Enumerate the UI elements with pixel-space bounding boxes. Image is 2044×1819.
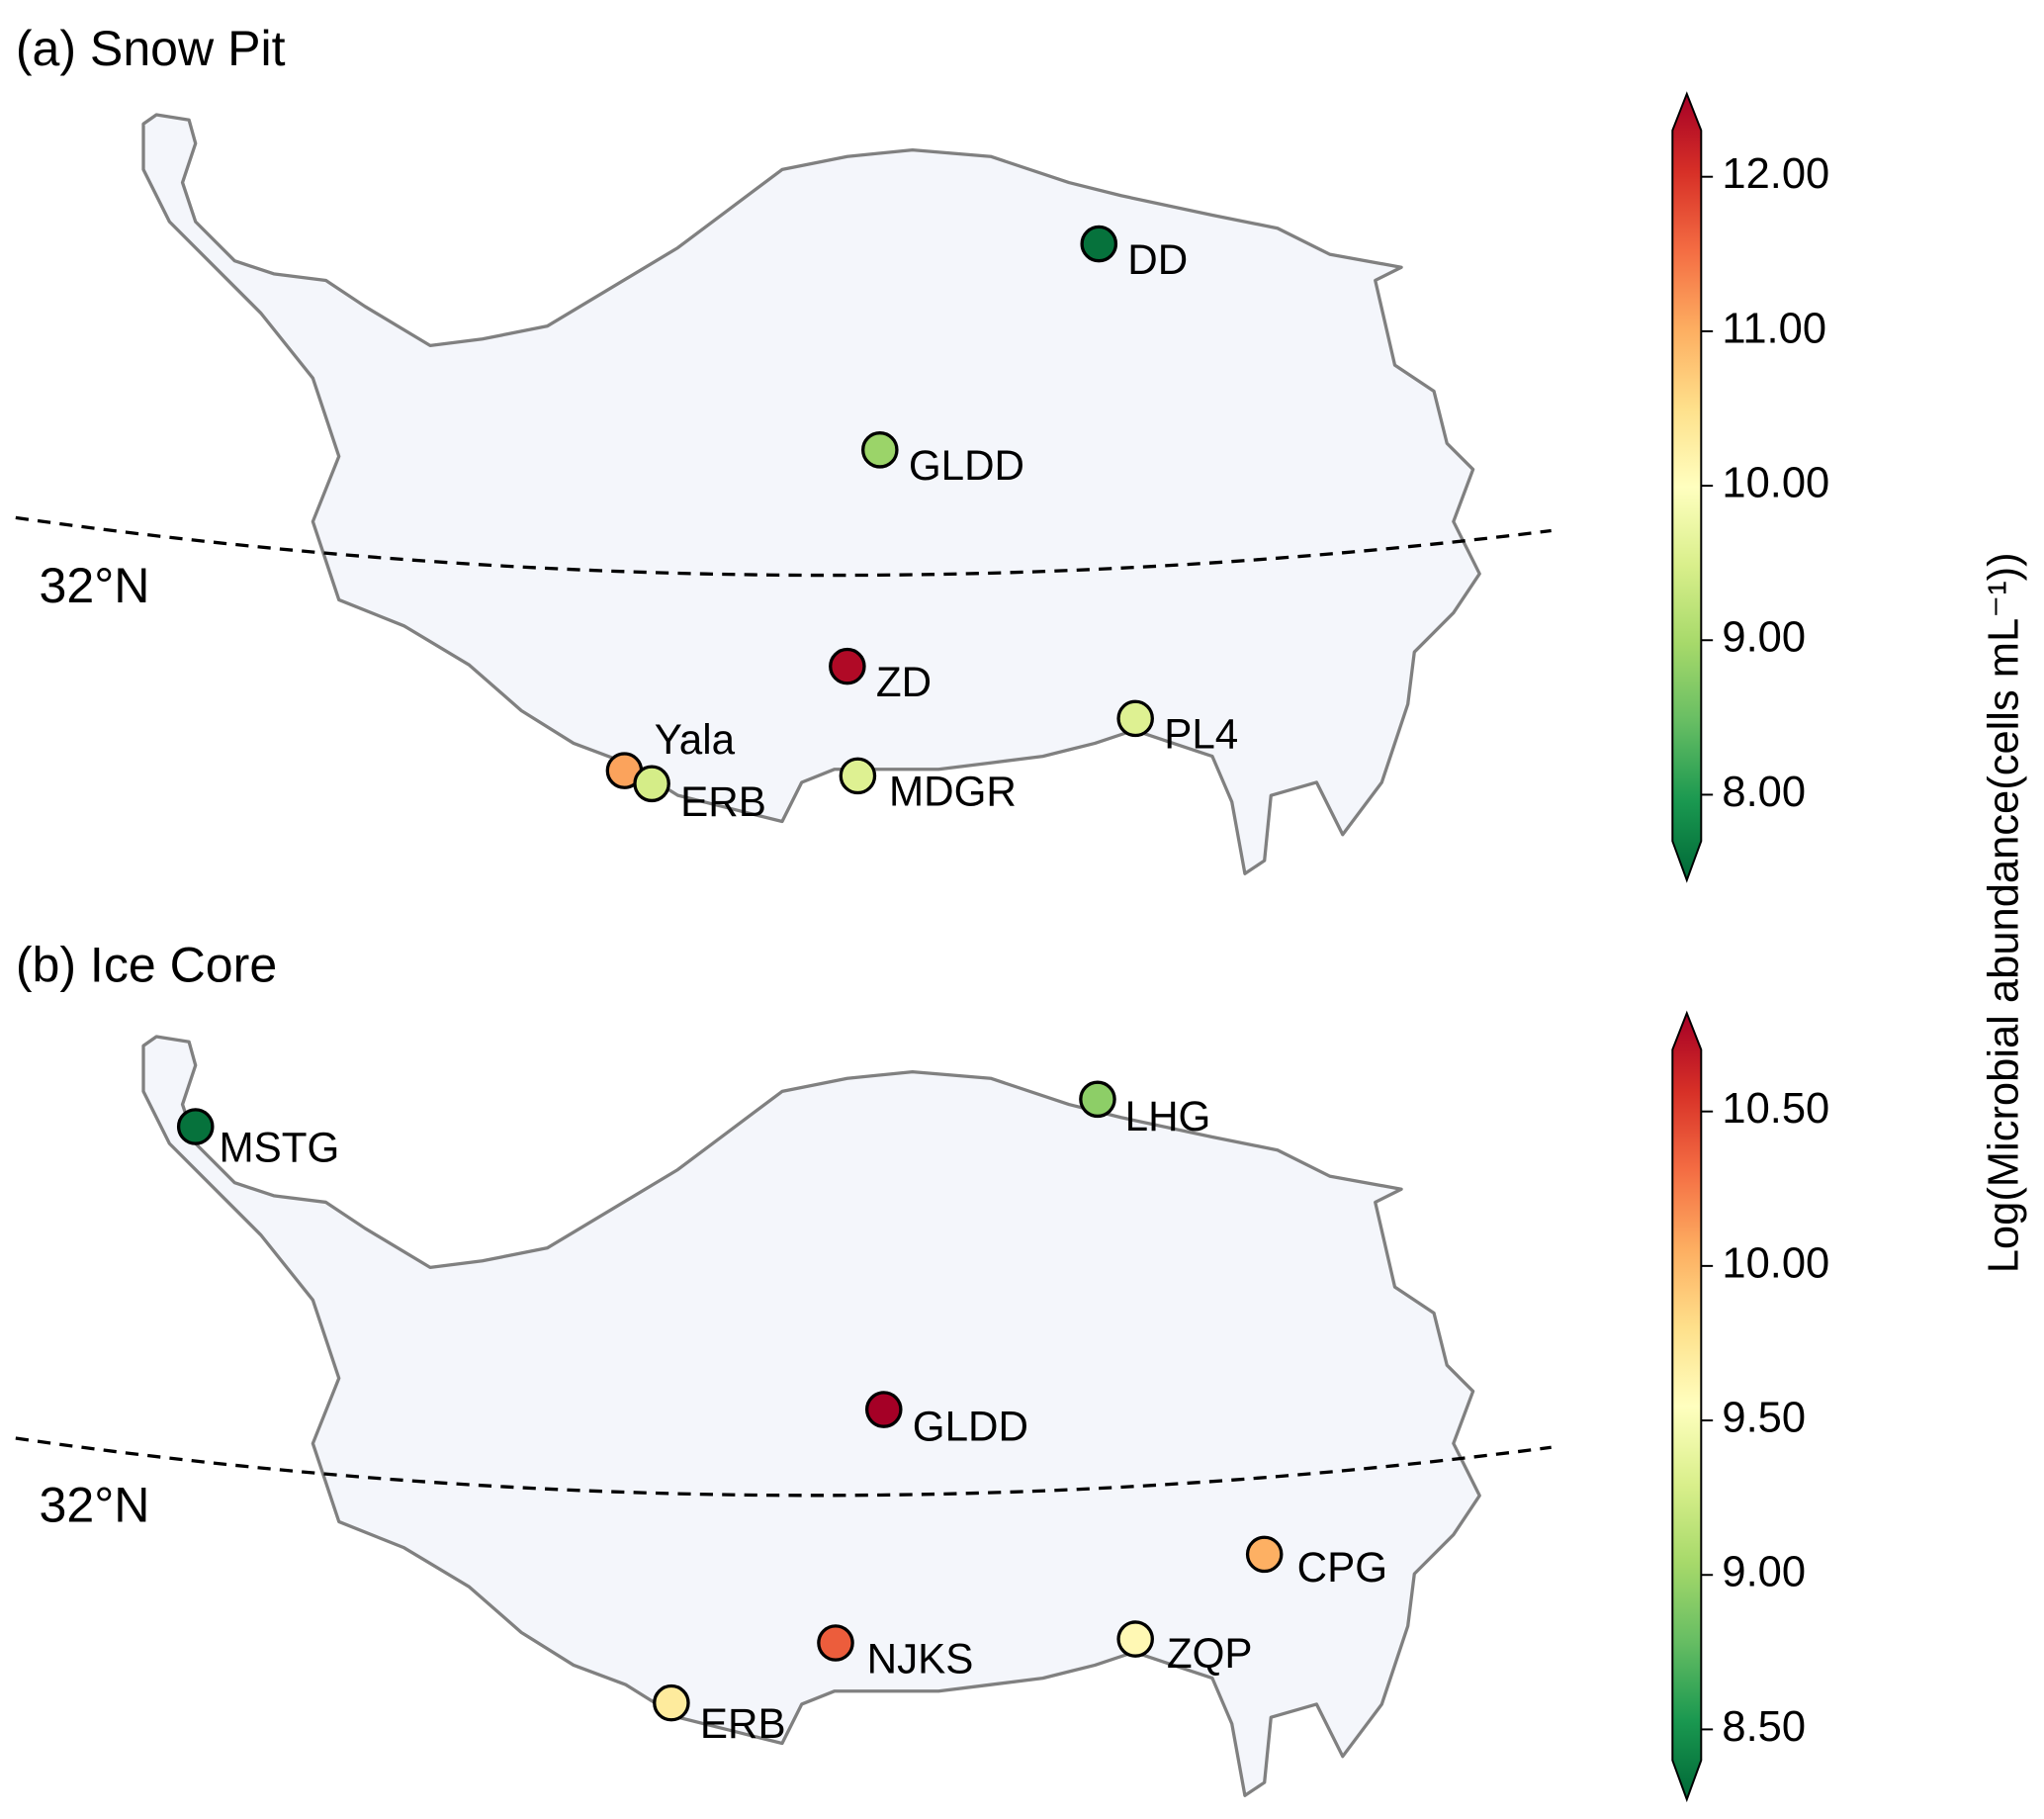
panel-title: (b) Ice Core <box>16 938 277 993</box>
colorbar-tick-label: 12.00 <box>1722 150 1829 198</box>
site-marker <box>1080 225 1118 263</box>
colorbar-tick-label: 11.00 <box>1722 305 1826 352</box>
colorbar-tick-label: 9.00 <box>1722 614 1806 662</box>
latitude-line <box>15 1436 1552 1498</box>
plateau-outline <box>141 113 1481 875</box>
colorbar-tick-label: 10.00 <box>1722 1239 1829 1287</box>
colorbar-tick-label: 8.00 <box>1722 769 1806 816</box>
site-label: DD <box>1127 236 1188 283</box>
site-label: ZD <box>876 659 932 705</box>
site-label: ERB <box>680 778 766 825</box>
site-marker <box>1116 699 1154 738</box>
site-marker <box>864 1391 903 1428</box>
latitude-line <box>15 515 1552 578</box>
colorbar-tick-label: 9.00 <box>1722 1549 1806 1596</box>
colorbar-label: Log(Microbial abundance(cells mL⁻¹)) <box>1981 552 2028 1273</box>
panel: (b) Ice Core 32°N 8.50 9.00 9.50 10.00 10.50 M… <box>15 938 1829 1803</box>
site-marker <box>653 1683 690 1722</box>
site-marker <box>1245 1535 1284 1574</box>
colorbar <box>1671 1010 1703 1803</box>
colorbar <box>1671 91 1703 883</box>
site-label: MDGR <box>889 769 1017 815</box>
latitude-label: 32°N <box>40 558 150 613</box>
plateau-outline <box>141 1035 1481 1797</box>
site-marker <box>817 1624 854 1662</box>
site-label: LHG <box>1125 1093 1211 1139</box>
site-marker <box>829 647 866 685</box>
colorbar-tick-label: 9.50 <box>1722 1395 1806 1442</box>
site-label: PL4 <box>1164 711 1238 758</box>
site-label: GLDD <box>909 442 1024 489</box>
site-label: Yala <box>655 716 736 763</box>
colorbar-tick-label: 8.50 <box>1722 1703 1806 1751</box>
site-marker <box>861 431 899 469</box>
colorbar-tick-label: 10.50 <box>1722 1085 1829 1133</box>
panel: (a) Snow Pit 32°N 8.00 9.00 10.00 11.00 12.00… <box>15 21 1829 883</box>
site-marker <box>176 1108 215 1145</box>
site-label: GLDD <box>913 1404 1028 1450</box>
site-marker <box>1079 1080 1116 1119</box>
panel-title: (a) Snow Pit <box>16 21 286 76</box>
site-label: ZQP <box>1167 1630 1253 1677</box>
site-label: NJKS <box>867 1635 974 1682</box>
site-label: ERB <box>700 1700 786 1747</box>
site-label: CPG <box>1297 1544 1387 1591</box>
site-marker <box>1116 1620 1154 1658</box>
site-label: MSTG <box>219 1125 339 1171</box>
colorbar-tick-label: 10.00 <box>1722 460 1829 507</box>
site-marker <box>633 765 670 803</box>
site-marker <box>839 757 877 795</box>
latitude-label: 32°N <box>40 1477 150 1532</box>
